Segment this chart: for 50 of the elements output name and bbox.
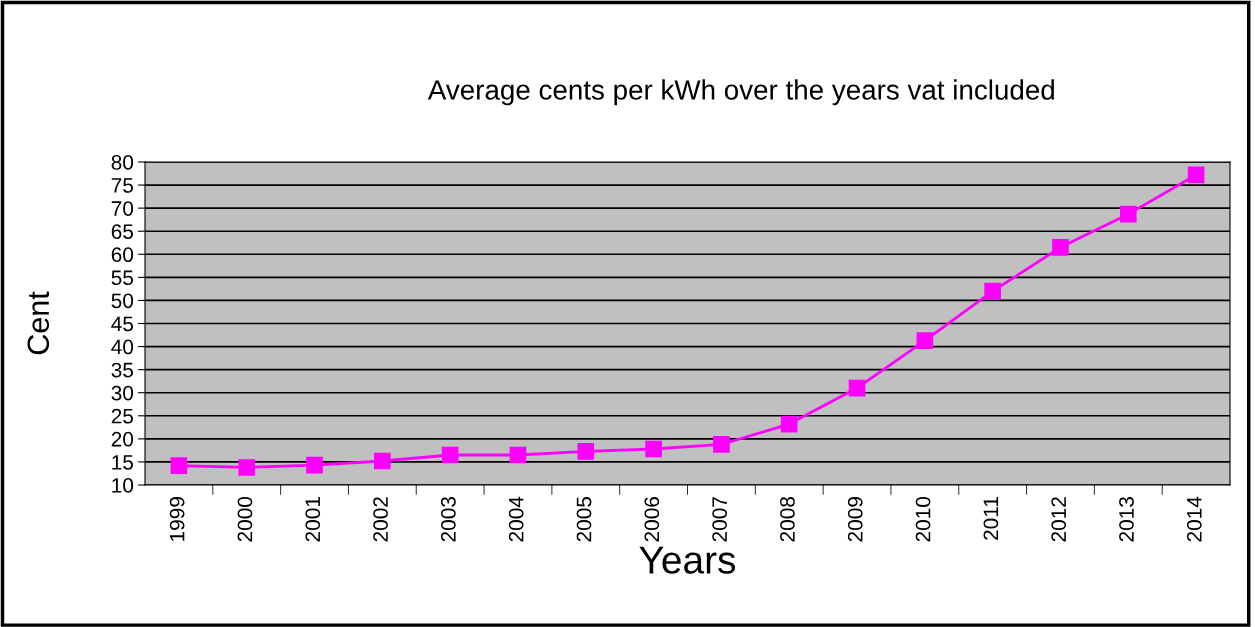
point [1187, 166, 1205, 184]
x-tick-label: 2011 [983, 497, 999, 540]
x-tick-label: 1999 [169, 497, 185, 541]
point [645, 440, 662, 458]
y-tick-label: 45 [111, 316, 134, 332]
x-tick-label: 2010 [915, 496, 931, 542]
point [713, 436, 730, 453]
y-axis-title: Cent [27, 291, 50, 355]
x-tick-label: 2008 [780, 497, 795, 542]
y-tick-label: 75 [111, 178, 134, 193]
x-tick-label: 2001 [305, 497, 321, 542]
x-tick-label: 2006 [644, 497, 660, 542]
x-axis-title: Years [639, 546, 736, 574]
y-tick-label: 15 [112, 455, 134, 470]
x-tick-label: 2009 [847, 497, 863, 542]
y-tick-label: 70 [111, 201, 134, 216]
y-tick-label: 35 [111, 362, 134, 378]
x-tick-label: 2004 [508, 496, 524, 542]
point [848, 379, 866, 397]
y-tick-label: 25 [111, 408, 134, 424]
y-tick-label: 10 [112, 478, 134, 493]
x-tick-label: 2003 [441, 497, 456, 542]
y-tick-label: 80 [111, 155, 134, 170]
y-tick-label: 55 [111, 270, 134, 286]
point [916, 332, 934, 349]
y-tick-label: 40 [111, 339, 134, 355]
point [577, 442, 595, 460]
point [238, 459, 256, 476]
y-tick-label: 30 [111, 385, 134, 401]
x-tick-label: 2000 [237, 496, 253, 542]
y-tick-label: 65 [111, 224, 134, 239]
point [1119, 205, 1137, 223]
y-tick-label: 60 [111, 247, 134, 263]
point [780, 415, 798, 433]
point [170, 457, 188, 474]
point [1052, 239, 1069, 256]
point [509, 446, 527, 464]
point [306, 456, 323, 474]
x-tick-label: 2007 [712, 497, 727, 542]
point [984, 282, 1001, 300]
x-tick-label: 2005 [576, 496, 592, 542]
chart-title: Average cents per kWh over the years vat included [427, 79, 1054, 106]
y-tick-label: 50 [111, 293, 134, 309]
point [374, 452, 391, 470]
x-tick-label: 2012 [1051, 497, 1067, 542]
y-tick-label: 20 [111, 431, 134, 447]
point [441, 446, 459, 464]
x-tick-label: 2002 [373, 497, 388, 542]
x-tick-label: 2014 [1186, 496, 1202, 542]
x-tick-label: 2013 [1119, 497, 1134, 542]
